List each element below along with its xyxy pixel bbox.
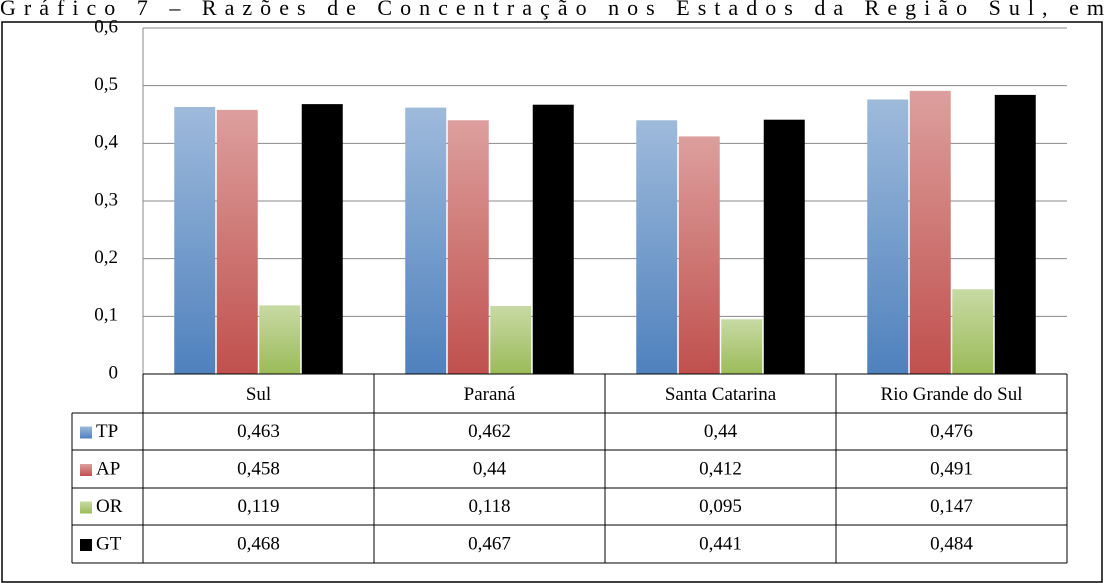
bar [490, 305, 532, 374]
table-value: 0,147 [930, 496, 973, 517]
y-tick-label: 0,5 [94, 74, 118, 95]
table-value: 0,491 [930, 458, 973, 479]
table-value: 0,468 [237, 533, 280, 554]
table-value: 0,44 [704, 421, 738, 442]
bar [405, 107, 447, 374]
table-value: 0,467 [468, 533, 511, 554]
table-value: 0,458 [237, 458, 280, 479]
table-value: 0,463 [237, 421, 280, 442]
bar [763, 119, 805, 374]
y-tick-label: 0 [109, 362, 119, 383]
legend-swatch [80, 426, 92, 439]
bar [678, 136, 720, 374]
legend-label: AP [96, 458, 120, 479]
bar [721, 319, 763, 374]
table-value: 0,484 [930, 533, 973, 554]
bar [532, 104, 574, 375]
y-tick-label: 0,6 [94, 16, 118, 37]
table-value: 0,44 [473, 458, 507, 479]
x-tick-label: Paraná [464, 384, 516, 405]
table-value: 0,119 [237, 496, 279, 517]
legend-swatch [80, 539, 92, 551]
legend-label: TP [96, 421, 118, 442]
legend-swatch [80, 464, 92, 476]
x-tick-label: Sul [246, 384, 271, 405]
bar [952, 289, 994, 374]
y-tick-label: 0,3 [94, 189, 118, 210]
legend-swatch [80, 501, 92, 514]
y-tick-label: 0,2 [94, 247, 118, 268]
bar [301, 104, 343, 375]
bar [867, 99, 909, 375]
chart-border [1, 21, 1103, 583]
x-tick-label: Santa Catarina [665, 384, 777, 405]
table-value: 0,095 [699, 496, 742, 517]
bar [259, 305, 301, 374]
legend-label: GT [96, 533, 122, 554]
table-value: 0,441 [699, 533, 742, 554]
legend-label: OR [96, 496, 123, 517]
table-value: 0,462 [468, 421, 511, 442]
table-value: 0,118 [468, 496, 510, 517]
bar [216, 109, 258, 375]
x-tick-label: Rio Grande do Sul [881, 384, 1023, 405]
table-value: 0,412 [699, 458, 742, 479]
y-tick-label: 0,1 [94, 305, 118, 326]
chart-title: Gráfico 7 – Razões de Concentração nos E… [0, 0, 1104, 20]
bar [994, 94, 1036, 374]
y-tick-label: 0,4 [94, 132, 118, 153]
table-value: 0,476 [930, 421, 973, 442]
bar [174, 107, 216, 375]
bar [909, 90, 951, 375]
bar [447, 120, 489, 375]
bar [636, 120, 678, 375]
